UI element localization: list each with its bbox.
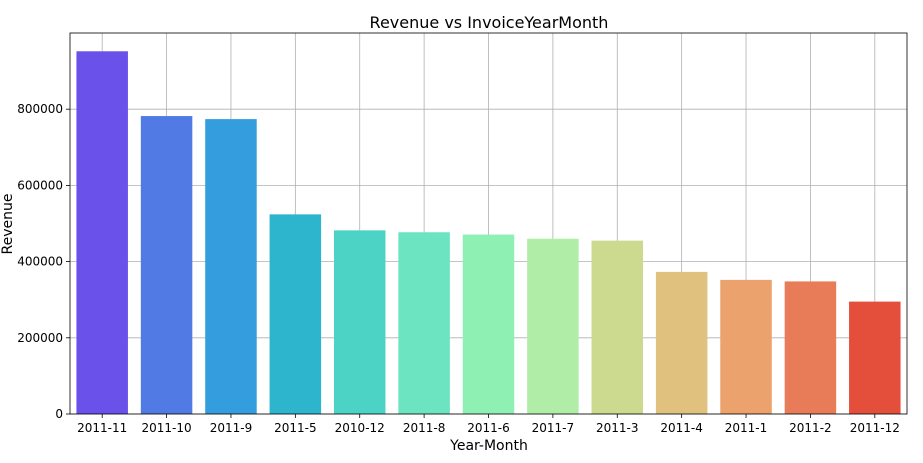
y-tick-label: 600000 — [17, 178, 63, 192]
x-tick-labels: 2011-11 2011-10 2011-9 2011-5 2010-12 2011-8 2… — [77, 414, 900, 435]
x-tick-label: 2011-6 — [467, 421, 510, 435]
bar-2011-8 — [398, 232, 450, 414]
x-tick-label: 2011-12 — [850, 421, 900, 435]
bar-2011-11 — [76, 51, 128, 415]
bar-2011-3 — [591, 240, 644, 414]
bar-2011-2 — [784, 281, 837, 414]
bar-2011-9 — [205, 119, 257, 414]
x-tick-label: 2011-11 — [77, 421, 127, 435]
x-tick-label: 2011-3 — [596, 421, 639, 435]
y-tick-label: 0 — [55, 407, 63, 421]
x-tick-label: 2011-9 — [210, 421, 253, 435]
x-tick-label: 2011-4 — [660, 421, 703, 435]
y-tick-label: 200000 — [17, 331, 63, 345]
y-tick-labels: 0 200000 400000 600000 800000 — [17, 102, 70, 421]
chart-title: Revenue vs InvoiceYearMonth — [370, 13, 609, 32]
bar-2011-1 — [720, 279, 772, 414]
x-axis-title: Year-Month — [449, 438, 528, 454]
bar-2011-7 — [527, 238, 579, 414]
x-tick-label: 2011-10 — [142, 421, 192, 435]
x-tick-label: 2011-8 — [403, 421, 446, 435]
bars — [76, 51, 901, 415]
bar-2011-5 — [269, 214, 322, 414]
bar-2011-4 — [655, 271, 708, 414]
y-tick-label: 400000 — [17, 255, 63, 269]
bar-2011-12 — [849, 301, 901, 414]
x-tick-label: 2010-12 — [335, 421, 385, 435]
y-axis-title: Revenue — [0, 194, 16, 255]
x-tick-label: 2011-7 — [532, 421, 575, 435]
x-tick-label: 2011-2 — [789, 421, 832, 435]
bar-2011-10 — [140, 116, 193, 415]
bar-2010-12 — [333, 230, 386, 414]
x-tick-label: 2011-5 — [274, 421, 317, 435]
bar-2011-6 — [462, 234, 515, 414]
y-tick-label: 800000 — [17, 102, 63, 116]
x-tick-label: 2011-1 — [725, 421, 768, 435]
